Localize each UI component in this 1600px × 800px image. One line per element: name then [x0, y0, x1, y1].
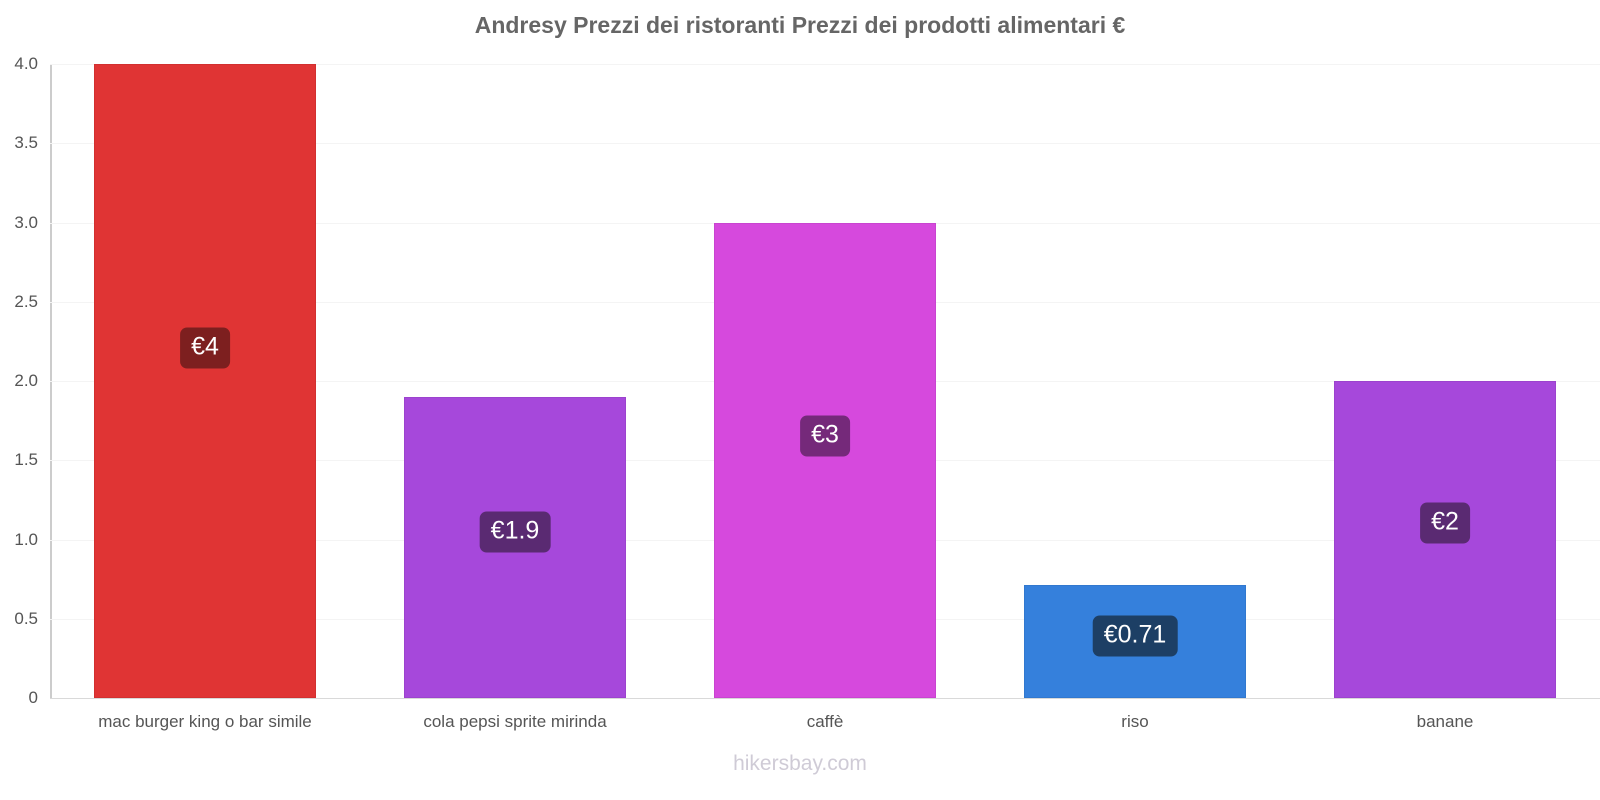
bar-value-label: €0.71 [1092, 615, 1178, 657]
y-tick-label: 2.5 [14, 291, 38, 311]
gridline [50, 64, 1600, 65]
y-tick-label: 1.5 [14, 450, 38, 470]
bar-value-label: €3 [800, 415, 850, 457]
bar-value-label: €2 [1420, 502, 1470, 544]
y-axis-ticks: 0 0.5 1.0 1.5 2.0 2.5 3.0 3.5 4.0 [0, 0, 44, 800]
y-tick-label: 2.0 [14, 371, 38, 390]
x-tick-label: banane [1416, 712, 1474, 731]
bar[interactable] [714, 222, 936, 698]
y-tick-label: 3.5 [14, 133, 38, 153]
bar[interactable] [94, 64, 316, 698]
x-tick-label: mac burger king o bar simile [98, 712, 312, 731]
footer-watermark: hikersbay.com [733, 752, 867, 775]
y-tick-label: 1.0 [14, 529, 38, 549]
x-tick-label: cola pepsi sprite mirinda [423, 712, 607, 731]
x-axis-ticks: mac burger king o bar simile cola pepsi s… [0, 712, 1600, 742]
y-tick-label: 0 [28, 688, 38, 707]
x-tick-label: caffè [806, 712, 844, 731]
y-tick-label: 4.0 [14, 54, 38, 73]
y-tick-label: 3.0 [14, 212, 38, 232]
x-axis-line [50, 698, 1600, 699]
chart-title: Andresy Prezzi dei ristoranti Prezzi dei… [474, 12, 1126, 38]
x-tick-label: riso [1121, 712, 1149, 731]
plot-area: €4 €1.9 €3 €0.71 €2 [50, 64, 1600, 699]
bar-value-label: €4 [180, 327, 230, 369]
bar[interactable] [1334, 381, 1556, 698]
y-tick-label: 0.5 [14, 608, 38, 628]
bar-value-label: €1.9 [479, 511, 551, 553]
gridline [50, 143, 1600, 145]
